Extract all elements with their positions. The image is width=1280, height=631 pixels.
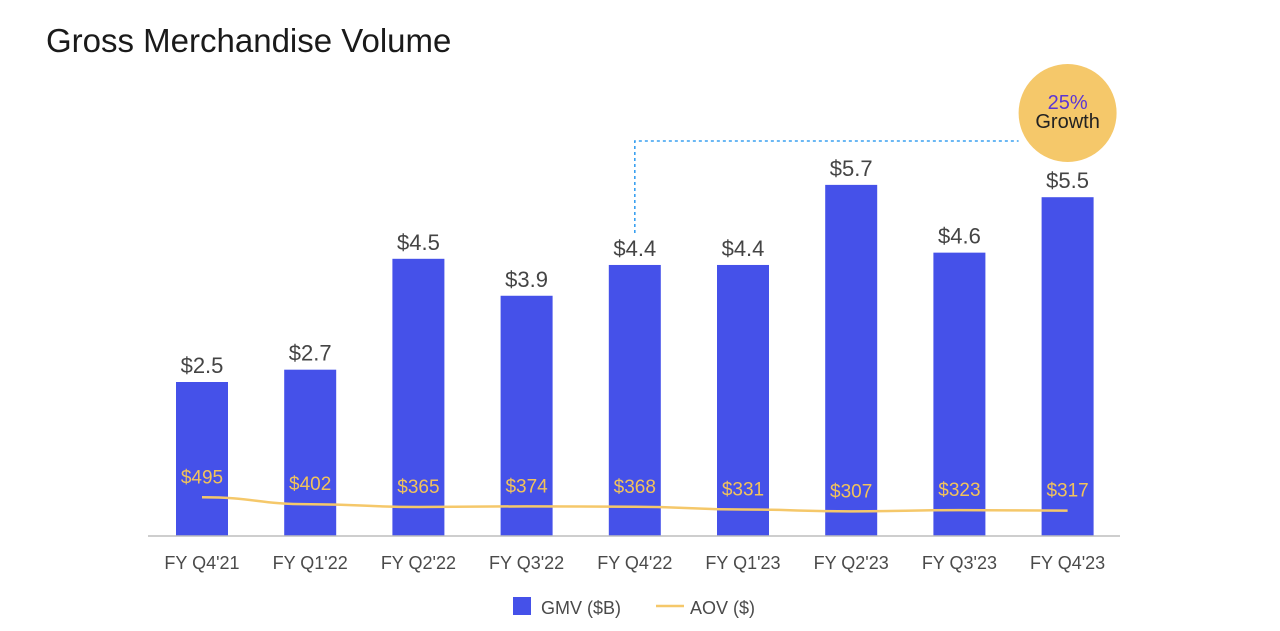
x-axis-tick-labels: FY Q4'21 FY Q1'22 FY Q2'22 FY Q3'22 FY Q4'22…	[164, 553, 1105, 573]
gmv-bar-label: $4.6	[938, 224, 981, 249]
gmv-bar	[284, 369, 337, 536]
aov-label: $323	[938, 480, 980, 501]
growth-badge	[1018, 64, 1117, 162]
gmv-bar-label: $4.4	[613, 236, 656, 261]
gmv-bar	[176, 382, 228, 536]
gmv-bar	[933, 252, 986, 536]
gmv-bar	[825, 184, 878, 536]
gmv-bar	[608, 264, 661, 536]
gmv-bar	[500, 295, 553, 536]
legend: GMV ($B) AOV ($)	[513, 597, 755, 618]
legend-swatch-gmv	[513, 597, 531, 615]
growth-badge-text: Growth	[1035, 111, 1099, 133]
growth-annotation: 25% Growth	[634, 64, 1117, 233]
aov-label: $331	[722, 480, 764, 501]
gmv-bar	[1041, 197, 1094, 536]
aov-label: $374	[505, 476, 548, 497]
aov-label: $495	[181, 467, 223, 488]
page-title: Gross Merchandise Volume	[46, 22, 452, 59]
gmv-bar-labels: $2.5 $2.7 $4.5 $3.9 $4.4 $4.4 $5.7 $4.6 $5.5	[181, 156, 1089, 378]
growth-connector-line	[634, 140, 1019, 233]
gmv-bar-label: $2.5	[181, 353, 224, 378]
gmv-bar-label: $4.5	[397, 230, 440, 255]
gmv-bar-label: $3.9	[505, 267, 548, 292]
legend-label-aov: AOV ($)	[690, 598, 755, 618]
aov-label: $307	[830, 481, 872, 502]
gmv-bars	[176, 184, 1094, 536]
aov-line	[201, 496, 1068, 513]
aov-label: $402	[289, 474, 331, 495]
aov-label: $317	[1046, 481, 1088, 502]
gmv-bar-label: $2.7	[289, 341, 332, 366]
x-tick-label: FY Q1'22	[273, 553, 348, 573]
growth-badge-percent: 25%	[1048, 92, 1088, 114]
x-tick-label: FY Q4'21	[164, 553, 239, 573]
gmv-bar	[717, 264, 769, 536]
aov-label: $368	[614, 477, 656, 498]
gmv-bar-label: $5.5	[1046, 168, 1089, 193]
x-tick-label: FY Q1'23	[705, 553, 780, 573]
x-tick-label: FY Q4'23	[1030, 553, 1105, 573]
gmv-bar-label: $4.4	[722, 236, 765, 261]
aov-labels: $495 $402 $365 $374 $368 $331 $307 $323 $317	[181, 467, 1089, 502]
x-tick-label: FY Q4'22	[597, 553, 672, 573]
x-tick-label: FY Q3'23	[922, 553, 997, 573]
x-tick-label: FY Q2'23	[814, 553, 889, 573]
x-tick-label: FY Q3'22	[489, 553, 564, 573]
gmv-bar-label: $5.7	[830, 156, 873, 181]
x-tick-label: FY Q2'22	[381, 553, 456, 573]
aov-label: $365	[397, 477, 439, 498]
legend-label-gmv: GMV ($B)	[541, 598, 621, 618]
gmv-bar	[392, 258, 445, 536]
